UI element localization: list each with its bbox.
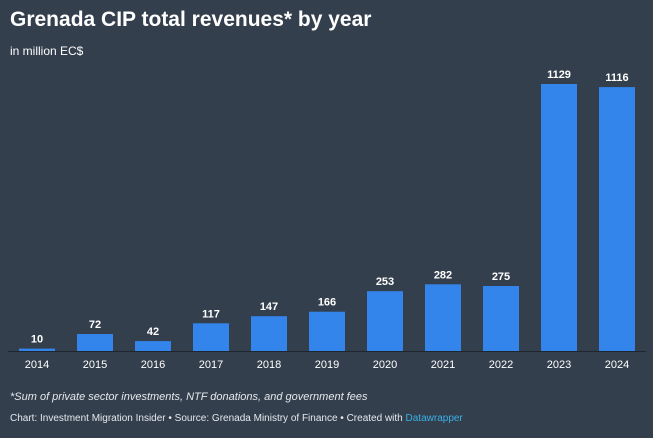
value-label-2023: 1129 <box>547 69 571 81</box>
x-tick-label-2023: 2023 <box>547 359 571 371</box>
bar-2020 <box>367 291 403 351</box>
bar-2022 <box>483 286 519 351</box>
bar-2015 <box>77 334 113 351</box>
x-tick-label-2018: 2018 <box>257 359 281 371</box>
value-label-2019: 166 <box>318 297 336 309</box>
x-tick-label-2024: 2024 <box>605 359 629 371</box>
bar-2018 <box>251 316 287 351</box>
bars-group <box>19 84 635 351</box>
x-tick-label-2021: 2021 <box>431 359 455 371</box>
value-label-2020: 253 <box>376 276 394 288</box>
credits: Chart: Investment Migration Insider • So… <box>10 413 463 424</box>
x-tick-label-2014: 2014 <box>25 359 49 371</box>
x-tick-label-2022: 2022 <box>489 359 513 371</box>
x-tick-label-2019: 2019 <box>315 359 339 371</box>
value-label-2018: 147 <box>260 301 278 313</box>
value-label-2024: 1116 <box>605 72 628 84</box>
value-label-2015: 72 <box>89 319 101 331</box>
x-tick-label-2017: 2017 <box>199 359 223 371</box>
footnote: *Sum of private sector investments, NTF … <box>10 391 368 403</box>
value-label-2016: 42 <box>147 326 159 338</box>
bar-2021 <box>425 284 461 351</box>
bar-2019 <box>309 311 345 351</box>
bar-2014 <box>19 348 55 351</box>
bar-2024 <box>599 87 635 351</box>
x-tick-label-2020: 2020 <box>373 359 397 371</box>
value-label-2017: 117 <box>202 308 220 320</box>
value-label-2022: 275 <box>492 271 510 283</box>
chart-title: Grenada CIP total revenues* by year <box>10 8 372 31</box>
credits-text: Chart: Investment Migration Insider • So… <box>10 413 406 424</box>
x-tick-label-2016: 2016 <box>141 359 165 371</box>
chart-subtitle: in million EC$ <box>10 44 84 58</box>
bar-2016 <box>135 341 171 351</box>
value-label-2014: 10 <box>31 334 43 346</box>
x-tick-label-2015: 2015 <box>83 359 107 371</box>
bar-2017 <box>193 323 229 351</box>
datawrapper-link[interactable]: Datawrapper <box>405 413 463 424</box>
bar-2023 <box>541 84 577 351</box>
x-axis-tick-labels: 2014 2015 2016 2017 2018 2019 2020 2021 2022 2023… <box>25 359 629 371</box>
value-label-2021: 282 <box>434 269 452 281</box>
value-labels-group: 10 72 42 117 147 166 253 282 275 1129 1116 <box>31 69 629 346</box>
